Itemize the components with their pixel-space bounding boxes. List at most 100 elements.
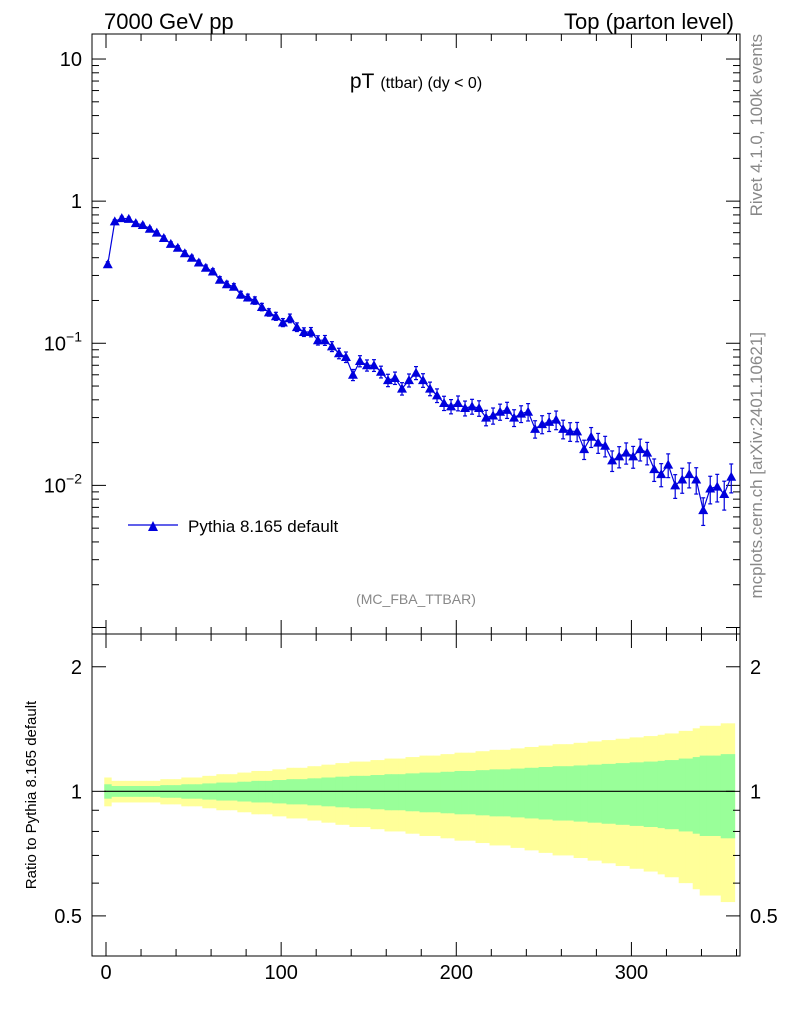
data-point (572, 426, 583, 436)
ratio-band-inner (664, 760, 673, 830)
data-point (691, 474, 702, 484)
data-point (354, 356, 365, 366)
data-point (530, 423, 541, 433)
data-point (467, 401, 478, 411)
data-point (677, 474, 688, 484)
ratio-band-inner (727, 754, 736, 839)
title-main: pT (350, 70, 375, 93)
y-tick-exp: −2 (66, 470, 82, 486)
ratio-band-inner (566, 766, 575, 821)
data-point (396, 383, 407, 393)
series-group (102, 213, 737, 527)
ratio-band-inner (363, 775, 371, 809)
data-point (270, 311, 281, 321)
analysis-tag: (MC_FBA_TTBAR) (356, 591, 476, 607)
ratio-band-inner (629, 762, 638, 826)
data-point (586, 431, 597, 441)
ratio-band-inner (699, 755, 708, 836)
ratio-y-tick-label-right: 2 (750, 657, 761, 679)
ratio-band-inner (384, 774, 392, 811)
y-tick-base: 10 (44, 333, 66, 355)
y-tick-label: 1 (71, 191, 82, 213)
data-point (621, 447, 632, 457)
title-sub: (ttbar) (dy < 0) (380, 75, 482, 92)
data-point (102, 259, 113, 269)
data-point (368, 360, 379, 370)
data-point (361, 360, 372, 370)
ratio-band-inner (615, 763, 624, 825)
x-tick-label: 100 (264, 962, 297, 984)
data-point (340, 352, 351, 362)
ratio-band-inner (524, 767, 532, 819)
legend-marker (148, 521, 158, 531)
x-tick-label: 0 (100, 962, 111, 984)
ratio-band-inner (692, 757, 701, 834)
data-point (186, 252, 197, 262)
data-point (432, 390, 443, 400)
ratio-panel: 2 2 1 1 0.5 0.5 0 100 200 300 Ratio to Pythia 8.1… (23, 633, 778, 984)
data-point (453, 397, 464, 407)
data-point (291, 322, 302, 332)
ratio-band-inner (601, 763, 610, 824)
ratio-band-inner (356, 775, 364, 809)
ratio-band-inner (594, 764, 603, 823)
y-tick-label: 10−1 (44, 328, 82, 355)
ratio-band-inner (503, 769, 511, 817)
ratio-band-inner (461, 770, 469, 815)
data-point (446, 401, 457, 411)
ratio-band-inner (349, 775, 357, 809)
data-point (319, 335, 330, 345)
data-point (172, 242, 183, 252)
ratio-bands (104, 723, 736, 903)
data-point (649, 464, 660, 474)
data-point (502, 404, 513, 414)
data-point (158, 233, 169, 243)
ratio-band-inner (489, 769, 497, 817)
ratio-band-inner (678, 758, 687, 832)
data-point (670, 480, 681, 490)
x-tick-label: 200 (440, 962, 473, 984)
data-point (123, 213, 134, 223)
y-tick-label: 10 (60, 49, 82, 71)
data-point (593, 437, 604, 447)
ratio-frame (91, 633, 741, 957)
ratio-band-inner (398, 774, 406, 811)
ratio-band-inner (713, 755, 722, 836)
ratio-axis-ticks: 2 2 1 1 0.5 0.5 0 100 200 300 (54, 634, 778, 984)
ratio-band-inner (440, 771, 448, 814)
data-point (235, 289, 246, 299)
mcplots-label: mcplots.cern.ch [arXiv:2401.10621] (747, 332, 766, 598)
data-point (663, 459, 674, 469)
x-tick-label: 300 (615, 962, 648, 984)
data-point (719, 488, 730, 498)
legend: Pythia 8.165 default (128, 517, 339, 536)
data-point (326, 341, 337, 351)
data-point (698, 505, 709, 515)
plot-title: pT (ttbar) (dy < 0) (350, 70, 482, 93)
ratio-band-inner (643, 761, 652, 827)
header-right: Top (parton level) (564, 9, 734, 34)
data-point (579, 444, 590, 454)
ratio-band-inner (454, 770, 462, 815)
ratio-band-inner (426, 772, 434, 813)
data-point (418, 375, 429, 385)
data-point (221, 279, 232, 289)
data-point (263, 307, 274, 317)
data-point (411, 367, 421, 377)
ratio-band-inner (475, 770, 483, 816)
header-left: 7000 GeV pp (104, 9, 234, 34)
data-point (628, 451, 639, 461)
data-point (277, 317, 288, 327)
data-point (474, 403, 485, 413)
data-point (200, 262, 211, 272)
ratio-band-inner (531, 767, 539, 819)
data-point (439, 397, 450, 407)
ratio-ylabel: Ratio to Pythia 8.165 default (23, 700, 40, 889)
ratio-band-inner (622, 763, 631, 825)
ratio-band-inner (482, 770, 490, 816)
ratio-band-inner (559, 766, 568, 821)
ratio-band-inner (433, 772, 441, 813)
data-point (403, 375, 414, 385)
ratio-band-inner (657, 760, 666, 829)
